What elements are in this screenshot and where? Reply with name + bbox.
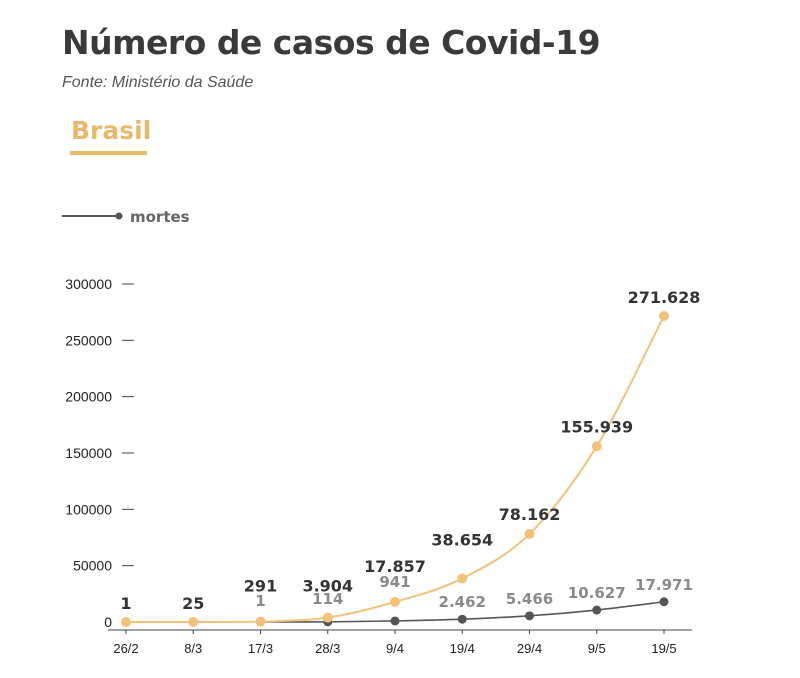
data-label-cases: 3.904 <box>302 577 353 596</box>
data-label-cases: 25 <box>182 594 204 613</box>
data-label-deaths: 2.462 <box>439 593 486 611</box>
y-tick-label: 100000 <box>65 501 112 517</box>
x-tick-label: 19/5 <box>651 641 676 656</box>
point-cases <box>255 616 266 627</box>
point-deaths <box>457 614 467 624</box>
y-tick-label: 50000 <box>73 558 112 574</box>
data-label-cases: 38.654 <box>431 530 493 549</box>
x-axis: 26/2 8/3 17/3 28/3 9/4 19/4 29/4 9/5 19/5 <box>108 629 692 656</box>
point-cases <box>457 573 468 584</box>
point-deaths <box>659 597 669 607</box>
y-tick-label: 250000 <box>65 332 112 348</box>
point-cases <box>322 612 333 623</box>
x-tick-label: 26/2 <box>113 641 138 656</box>
y-tick-label: 150000 <box>65 445 112 461</box>
data-label-cases: 291 <box>244 577 277 596</box>
legend-dot <box>115 212 123 220</box>
point-cases <box>591 441 602 452</box>
data-label-cases: 155.939 <box>560 417 633 436</box>
x-tick-label: 17/3 <box>248 641 273 656</box>
x-tick-label: 19/4 <box>450 641 475 656</box>
y-tick-label: 300000 <box>65 276 112 292</box>
x-tick-label: 9/5 <box>588 641 606 656</box>
point-cases <box>659 310 669 321</box>
series-layer <box>121 310 669 627</box>
point-cases <box>188 616 199 627</box>
data-label-deaths: 5.466 <box>506 590 553 608</box>
data-label-cases: 271.628 <box>628 288 701 307</box>
legend-label: mortes <box>130 208 190 226</box>
data-label-deaths: 114 <box>312 590 343 608</box>
data-label-cases: 78.162 <box>499 505 561 524</box>
point-cases <box>524 528 535 539</box>
legend: mortes <box>62 208 190 226</box>
data-label-deaths: 17.971 <box>635 576 693 594</box>
data-labels: 1 25 291 3.904 17.857 38.654 78.162 155.939 271.… <box>120 288 700 613</box>
data-label-cases: 1 <box>120 594 131 613</box>
x-tick-label: 29/4 <box>517 641 542 656</box>
data-label-cases: 17.857 <box>364 557 426 576</box>
x-tick-label: 9/4 <box>386 641 404 656</box>
data-label-deaths: 10.627 <box>568 584 626 602</box>
x-tick-label: 8/3 <box>184 641 202 656</box>
tab-brasil[interactable]: Brasil <box>70 116 151 155</box>
data-label-deaths: 941 <box>379 573 410 591</box>
point-deaths <box>390 616 400 626</box>
x-tick-label: 28/3 <box>315 641 340 656</box>
data-label-deaths: 1 <box>255 592 265 610</box>
tab-brasil-label: Brasil <box>71 116 151 145</box>
point-deaths <box>525 611 534 621</box>
point-deaths <box>592 605 602 615</box>
chart-title: Número de casos de Covid-19 <box>62 23 600 62</box>
tab-brasil-underline <box>70 151 147 155</box>
chart-source: Fonte: Ministério da Saúde <box>62 74 253 91</box>
y-axis: 0 50000 100000 150000 200000 250000 300000 <box>65 276 134 630</box>
point-cases <box>390 596 400 607</box>
y-tick-label: 0 <box>104 614 112 630</box>
point-cases <box>121 616 131 627</box>
y-tick-label: 200000 <box>65 389 112 405</box>
